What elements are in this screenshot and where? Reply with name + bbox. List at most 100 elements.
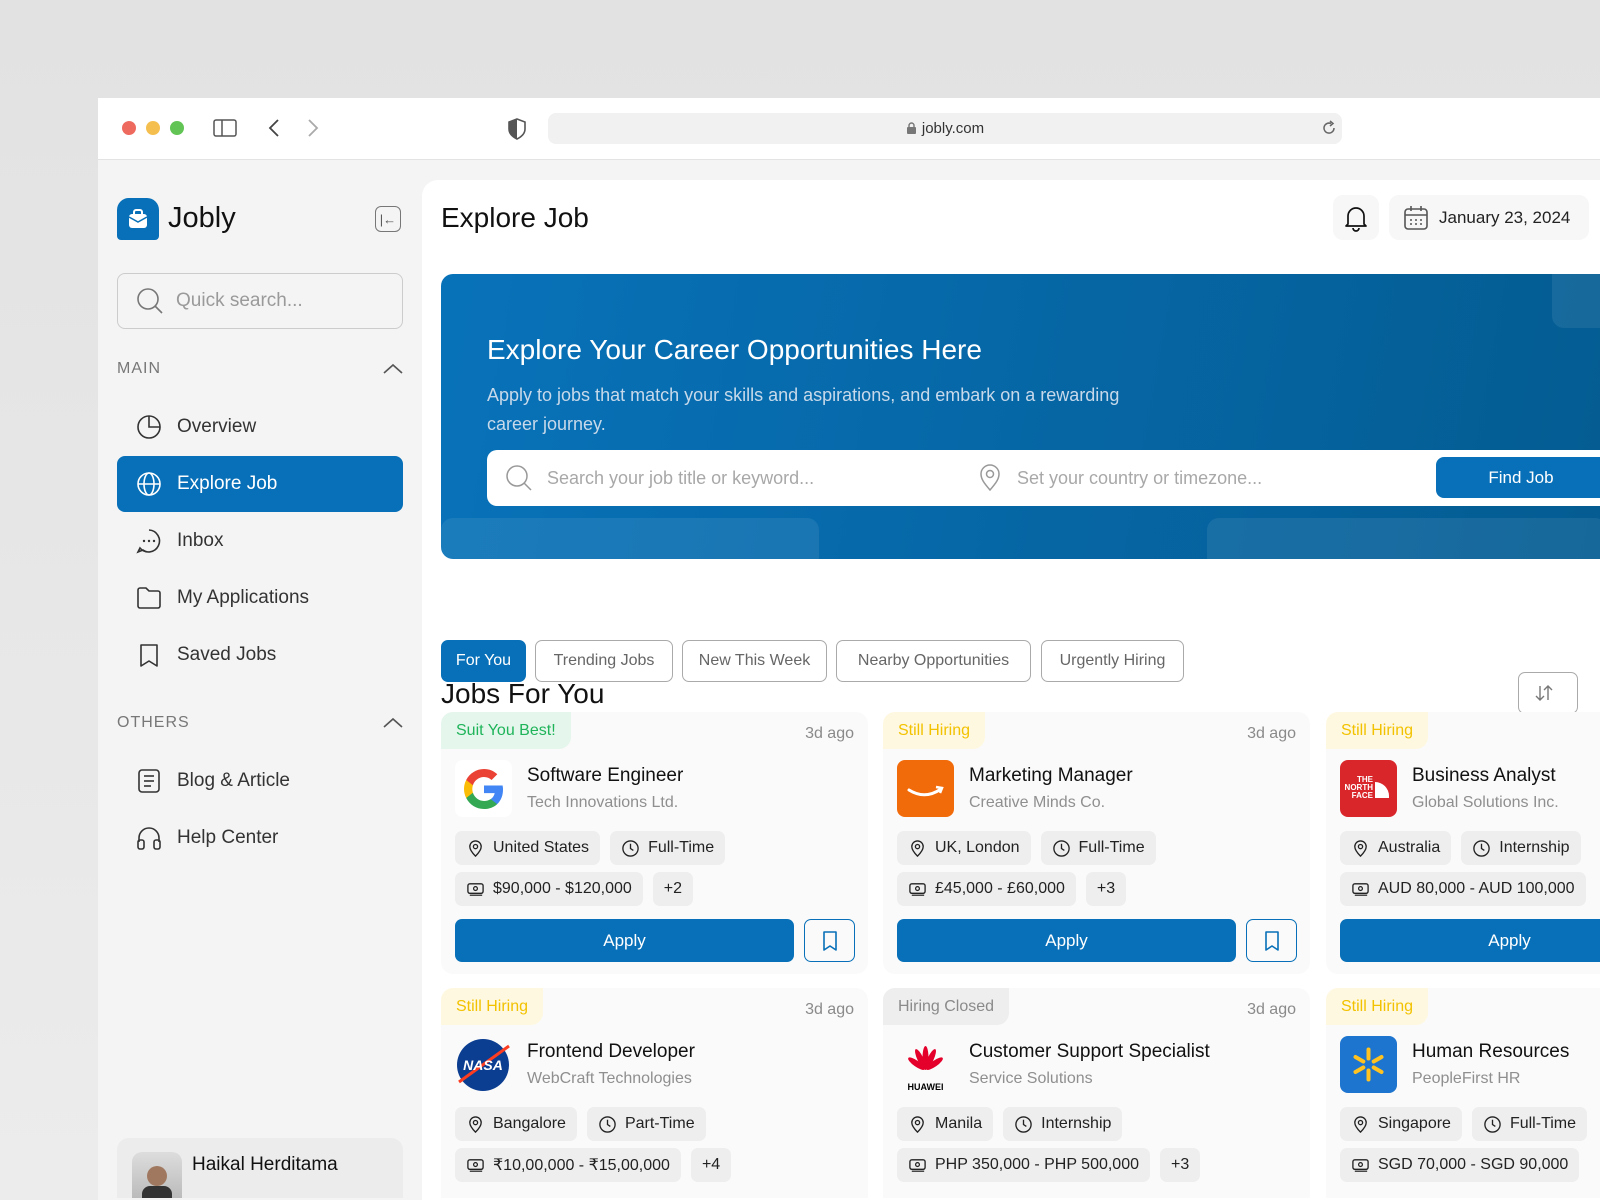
posted-time: 3d ago bbox=[805, 1001, 854, 1018]
save-job-button[interactable] bbox=[804, 919, 855, 962]
notifications-button[interactable] bbox=[1333, 195, 1379, 240]
search-icon bbox=[137, 288, 163, 314]
banner-subtitle-line: career journey. bbox=[487, 414, 606, 434]
job-title[interactable]: Human Resources bbox=[1412, 1041, 1570, 1062]
sidebar-item-my-applications[interactable]: My Applications bbox=[117, 570, 403, 626]
shield-icon[interactable] bbox=[508, 118, 526, 140]
decorative-shape bbox=[441, 518, 819, 559]
location-chip: UK, London bbox=[897, 831, 1031, 865]
others-section-header[interactable]: OTHERS bbox=[117, 714, 403, 732]
job-type-chip: Full-Time bbox=[610, 831, 726, 865]
sidebar-item-overview[interactable]: Overview bbox=[117, 399, 403, 455]
nav-label: Explore Job bbox=[177, 473, 278, 494]
main-section-header[interactable]: MAIN bbox=[117, 360, 403, 378]
quick-search-placeholder: Quick search... bbox=[176, 290, 303, 311]
forward-icon[interactable] bbox=[307, 118, 319, 138]
salary-text: ₹10,00,000 - ₹15,00,000 bbox=[493, 1157, 670, 1174]
job-type-chip: Internship bbox=[1003, 1107, 1123, 1141]
clock-icon bbox=[599, 1115, 616, 1133]
location-text: Singapore bbox=[1378, 1115, 1451, 1132]
job-type-chip: Full-Time bbox=[1471, 1107, 1588, 1141]
money-icon bbox=[909, 882, 926, 896]
user-name: Haikal Herditama bbox=[192, 1154, 338, 1175]
maximize-window-button[interactable] bbox=[170, 121, 184, 135]
location-pin-icon bbox=[911, 1115, 924, 1133]
walmart-logo bbox=[1340, 1036, 1397, 1093]
apply-button[interactable]: Apply bbox=[455, 919, 794, 962]
more-tags-chip[interactable]: +4 bbox=[690, 1148, 732, 1182]
back-icon[interactable] bbox=[268, 118, 280, 138]
url-text: jobly.com bbox=[921, 120, 985, 137]
lock-icon bbox=[906, 122, 916, 134]
decorative-shape bbox=[1552, 274, 1600, 328]
address-bar[interactable]: jobly.com bbox=[548, 113, 1342, 144]
tab-nearby-opportunities[interactable]: Nearby Opportunities bbox=[836, 640, 1031, 682]
article-icon bbox=[138, 769, 160, 793]
sort-button[interactable] bbox=[1518, 672, 1578, 714]
job-type-chip: Internship bbox=[1461, 831, 1581, 865]
company-name: Service Solutions bbox=[969, 1070, 1093, 1087]
pie-chart-icon bbox=[137, 415, 161, 439]
browser-toolbar: jobly.com bbox=[98, 98, 1600, 160]
bookmark-icon bbox=[822, 930, 837, 951]
job-type-chip: Full-Time bbox=[1040, 831, 1156, 865]
status-badge: Still Hiring bbox=[441, 988, 544, 1025]
chevron-up-icon[interactable] bbox=[383, 717, 403, 729]
headphones-icon bbox=[137, 827, 161, 850]
sidebar-item-help-center[interactable]: Help Center bbox=[117, 810, 403, 866]
clock-icon bbox=[1473, 839, 1491, 857]
status-badge: Suit You Best! bbox=[441, 712, 571, 749]
money-icon bbox=[1352, 882, 1369, 896]
sidebar-item-blog-article[interactable]: Blog & Article bbox=[117, 753, 403, 809]
date-button[interactable]: January 23, 2024 bbox=[1389, 195, 1589, 240]
quick-search-input[interactable]: Quick search... bbox=[117, 273, 403, 329]
location-pin-icon bbox=[911, 839, 924, 857]
sidebar-item-saved-jobs[interactable]: Saved Jobs bbox=[117, 627, 403, 683]
tab-trending-jobs[interactable]: Trending Jobs bbox=[535, 640, 673, 682]
nav-label: Blog & Article bbox=[177, 770, 290, 791]
location-chip: Manila bbox=[897, 1107, 994, 1141]
find-job-button[interactable]: Find Job bbox=[1436, 457, 1600, 498]
tab-new-this-week[interactable]: New This Week bbox=[682, 640, 827, 682]
company-name: Tech Innovations Ltd. bbox=[527, 794, 679, 811]
more-tags-chip[interactable]: +2 bbox=[652, 872, 694, 906]
job-title[interactable]: Customer Support Specialist bbox=[969, 1041, 1210, 1062]
tab-urgently-hiring[interactable]: Urgently Hiring bbox=[1041, 640, 1184, 682]
apply-button[interactable]: Apply bbox=[1340, 919, 1600, 962]
main-panel: Explore Job January 23, 2024 Explore You… bbox=[422, 180, 1600, 1200]
user-profile-card[interactable]: Haikal Herditama bbox=[117, 1138, 403, 1198]
tab-for-you[interactable]: For You bbox=[441, 640, 526, 682]
salary-chip: PHP 350,000 - PHP 500,000 bbox=[897, 1148, 1150, 1182]
thenorthface-logo: THE NORTH FACE bbox=[1340, 760, 1397, 817]
more-tags-chip[interactable]: +3 bbox=[1160, 1148, 1201, 1182]
location-text: Australia bbox=[1378, 839, 1441, 856]
nav-label: My Applications bbox=[177, 587, 310, 608]
jobs-section-title: Jobs For You bbox=[441, 678, 605, 709]
status-badge: Still Hiring bbox=[1326, 988, 1429, 1025]
close-window-button[interactable] bbox=[122, 121, 136, 135]
location-chip: United States bbox=[455, 831, 601, 865]
salary-text: SGD 70,000 - SGD 90,000 bbox=[1378, 1156, 1569, 1173]
sidebar-toggle-icon[interactable] bbox=[213, 119, 237, 137]
collapse-sidebar-button[interactable]: |← bbox=[375, 206, 401, 232]
bookmark-icon bbox=[1264, 930, 1279, 951]
salary-chip: AUD 80,000 - AUD 100,000 bbox=[1340, 872, 1586, 906]
chevron-up-icon[interactable] bbox=[383, 363, 403, 375]
keyword-input[interactable]: Search your job title or keyword... bbox=[505, 464, 814, 492]
save-job-button[interactable] bbox=[1246, 919, 1297, 962]
sidebar-item-explore-job[interactable]: Explore Job bbox=[117, 456, 403, 512]
reload-icon[interactable] bbox=[1321, 120, 1337, 136]
location-input[interactable]: Set your country or timezone... bbox=[979, 464, 1262, 492]
job-title[interactable]: Software Engineer bbox=[527, 765, 684, 786]
sidebar-item-inbox[interactable]: Inbox bbox=[117, 513, 403, 569]
job-title[interactable]: Marketing Manager bbox=[969, 765, 1133, 786]
minimize-window-button[interactable] bbox=[146, 121, 160, 135]
sidebar: Jobly |← Quick search... MAIN Overview E… bbox=[98, 160, 421, 1200]
more-tags-chip[interactable]: +3 bbox=[1085, 872, 1127, 906]
job-title[interactable]: Business Analyst bbox=[1412, 765, 1556, 786]
job-card: Still Hiring 3d ago Marketing Manager Cr… bbox=[883, 712, 1310, 974]
apply-button[interactable]: Apply bbox=[897, 919, 1236, 962]
posted-time: 3d ago bbox=[1247, 1001, 1296, 1018]
job-card: Hiring Closed 3d ago HUAWEI Customer Sup… bbox=[883, 988, 1310, 1198]
job-title[interactable]: Frontend Developer bbox=[527, 1041, 695, 1062]
